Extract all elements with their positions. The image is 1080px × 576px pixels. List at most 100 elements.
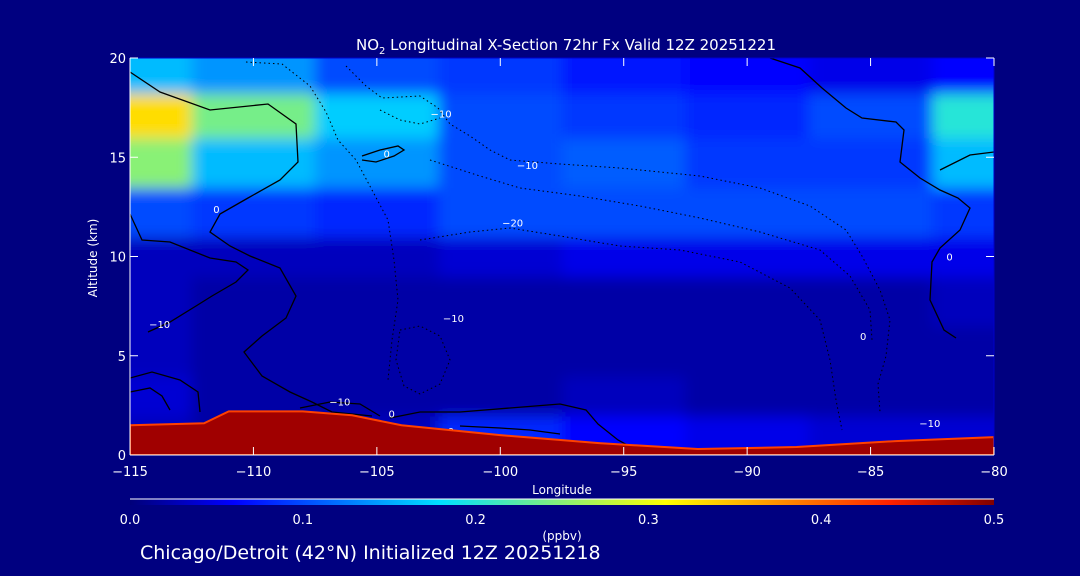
field-cell [191,92,317,139]
dotted-contour-f [379,109,441,125]
contour-minus10-left-low [130,387,171,411]
contour-label: −10 [517,161,538,172]
y-axis-ticks: 0 5 10 15 20 [109,52,994,464]
x-tick-label: −80 [980,465,1007,480]
contour-label: 0 [213,205,219,216]
x-axis-ticks: −115 −110 −105 −100 −95 −90 −85 −80 [112,58,1008,480]
contour-label: −10 [149,320,170,331]
x-tick-label: −95 [610,465,637,480]
contour-label: −10 [443,314,464,325]
y-tick-label: 5 [118,350,126,365]
field-cell [932,58,994,94]
field-cell [932,137,994,189]
x-tick-label: −105 [359,465,395,480]
field-cell [130,236,193,278]
field-cell [932,187,994,238]
contour-zero-small-loop [361,145,406,163]
field-cell [808,187,934,238]
field-cell [932,92,994,139]
field-cell [685,137,810,189]
contour-zero-upper-left [130,71,373,417]
y-tick-label: 20 [109,52,126,67]
field-cell [932,325,994,377]
x-tick-label: −110 [236,465,272,480]
y-tick-label: 15 [109,151,126,166]
contour-label: −10 [430,110,451,121]
field-cell [315,276,440,327]
field-cell [438,92,563,139]
field-cell [191,375,317,417]
field-cell [685,325,810,377]
colorbar-tick-label: 0.4 [811,513,832,528]
field-cell [315,325,440,377]
field-cell [562,92,687,139]
dotted-contour-d [419,227,843,431]
x-axis-label: Longitude [532,483,592,497]
colorbar [130,499,994,505]
contour-lower-tail [459,425,561,435]
x-tick-label: −90 [733,465,760,480]
chart-title: NO2 Longitudinal X-Section 72hr Fx Valid… [356,36,776,57]
field-cell [438,236,563,278]
y-tick-label: 10 [109,251,126,266]
contour-zero-right-top [939,151,994,171]
field-cell [808,92,934,139]
field-cell [808,236,934,278]
colorbar-tick-label: 0.2 [465,513,486,528]
field-cell [438,375,563,417]
contour-label: 0 [860,332,866,343]
field-cell [315,187,440,238]
contour-label: 0 [946,252,952,263]
field-cell [315,92,440,139]
field-cell [438,137,563,189]
field-cell [191,137,317,189]
field-cell [315,137,440,189]
field-cell [191,187,317,238]
field-cell [685,236,810,278]
contour-zero-right [769,58,971,339]
field-cell [685,375,810,417]
field-cell [562,187,687,238]
contour-lower-small [299,401,381,417]
terrain-surface [130,410,994,455]
field-cell [562,236,687,278]
x-tick-label: −85 [857,465,884,480]
colorbar-tick-label: 0.0 [120,513,141,528]
field-cell [438,276,563,327]
contour-label: −10 [919,419,940,430]
field-cell [191,325,317,377]
field-cell [562,375,687,417]
field-cell [315,236,440,278]
contour-label: −20 [502,219,523,230]
dotted-contour-a [245,61,399,381]
field-cell [438,325,563,377]
field-cell [130,58,193,94]
field-cell [808,137,934,189]
y-axis-label: Altitude (km) [86,219,100,298]
field-cell [685,276,810,327]
colorbar-label: (ppbv) [542,529,581,543]
x-tick-label: −100 [482,465,518,480]
colorbar-tick-label: 0.3 [638,513,659,528]
concentration-field [130,58,994,455]
field-cell [130,137,193,189]
colorbar-tick-label: 0.1 [292,513,313,528]
field-cell [438,187,563,238]
colorbar-ticks: 0.0 0.1 0.2 0.3 0.4 0.5 [120,513,1005,528]
field-cell [130,187,193,238]
contour-lower-middle [389,403,641,453]
contour-label: −10 [329,397,350,408]
contour-lines [130,58,994,453]
contour-label: 0 [388,409,394,420]
footer-caption: Chicago/Detroit (42°N) Initialized 12Z 2… [140,542,601,564]
dotted-contour-lines [245,61,891,431]
field-cell [808,325,934,377]
contour-label: 0 [384,149,390,160]
field-cell [932,375,994,417]
dotted-contour-e [395,325,451,395]
field-cell [685,92,810,139]
field-cell [130,276,193,327]
field-cell [130,325,193,377]
field-cell [685,187,810,238]
